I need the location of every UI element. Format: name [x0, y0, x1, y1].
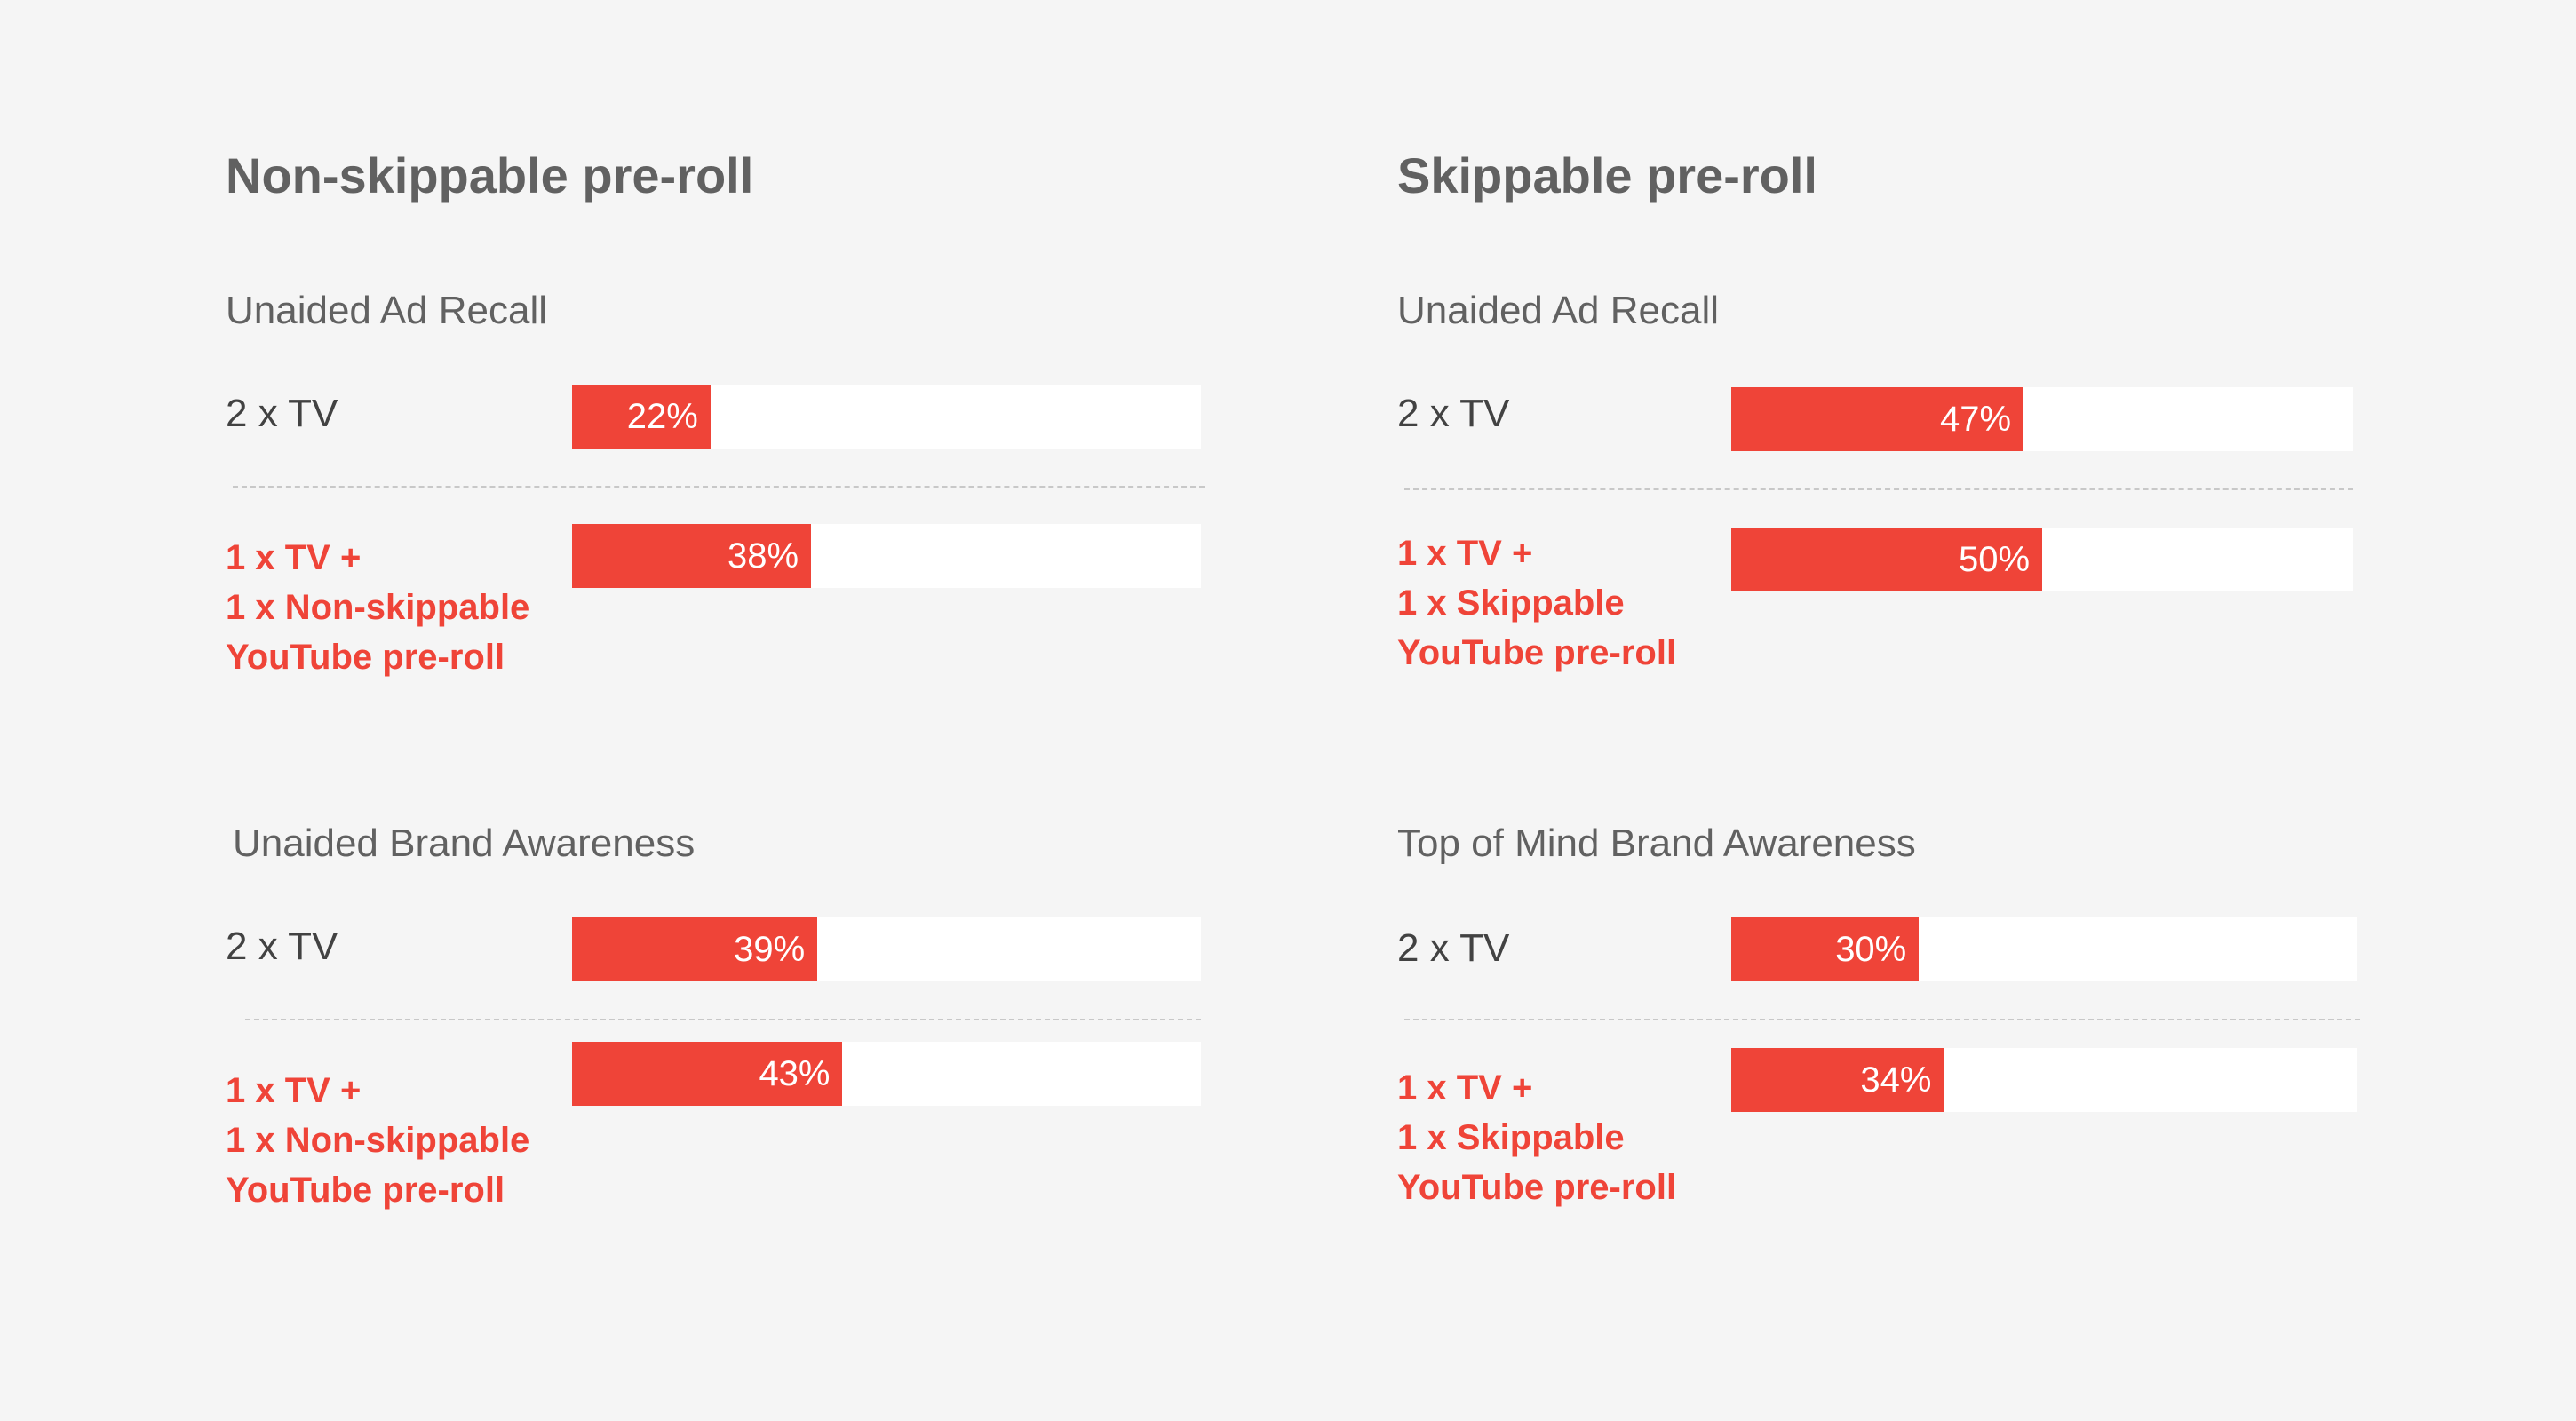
category-label-combo: 1 x TV + 1 x Non-skippable YouTube pre-r… [226, 533, 529, 682]
chart-unaided-brand-awareness: Unaided Brand Awareness 2 x TV 39% 1 x T… [226, 822, 1398, 1283]
bar-track-combo: 50% [1731, 528, 2353, 591]
data-label-combo: 34% [1860, 1060, 1932, 1099]
data-label-combo: 43% [759, 1054, 831, 1093]
chart-title: Top of Mind Brand Awareness [1397, 822, 1916, 865]
category-label-line: 1 x TV + [1397, 534, 1533, 573]
panel-non-skippable: Non-skippable pre-roll Unaided Ad Recall… [226, 0, 1398, 1421]
category-label-line: YouTube pre-roll [1397, 633, 1677, 672]
category-label-combo: 1 x TV + 1 x Skippable YouTube pre-roll [1397, 528, 1676, 678]
bar-track-base: 39% [572, 917, 1201, 981]
category-label-line: 1 x Non-skippable [226, 588, 530, 627]
bar-combo [572, 1042, 843, 1106]
category-label-line: 1 x Skippable [1397, 1118, 1625, 1157]
bar-track-combo: 34% [1731, 1048, 2357, 1112]
data-label-base: 30% [1835, 930, 1907, 969]
row-divider [245, 1019, 1201, 1020]
chart-title: Unaided Ad Recall [1397, 289, 1720, 332]
data-label-base: 39% [734, 930, 806, 969]
category-label-base: 2 x TV [226, 925, 338, 968]
bar-track-combo: 38% [572, 524, 1201, 588]
row-divider [1404, 488, 2353, 490]
row-divider [233, 486, 1205, 488]
category-label-base: 2 x TV [1397, 392, 1510, 435]
bar-base [572, 385, 711, 449]
chart-title: Unaided Ad Recall [226, 289, 548, 332]
chart-unaided-ad-recall: Unaided Ad Recall 2 x TV 22% 1 x TV + 1 … [226, 289, 1398, 750]
bar-base [572, 917, 818, 981]
category-label-line: YouTube pre-roll [1397, 1168, 1677, 1207]
bar-combo [1731, 1048, 1944, 1112]
bar-track-base: 30% [1731, 917, 2357, 981]
category-label-line: 1 x Skippable [1397, 583, 1625, 623]
chart-title: Unaided Brand Awareness [233, 822, 696, 865]
data-label-base: 22% [626, 397, 698, 436]
category-label-combo: 1 x TV + 1 x Skippable YouTube pre-roll [1397, 1063, 1676, 1212]
category-label-line: YouTube pre-roll [226, 638, 505, 677]
row-divider [1404, 1019, 2360, 1020]
chart-top-of-mind-brand-awareness: Top of Mind Brand Awareness 2 x TV 30% 1… [1397, 822, 2570, 1283]
category-label-combo: 1 x TV + 1 x Non-skippable YouTube pre-r… [226, 1066, 529, 1215]
bar-track-combo: 43% [572, 1042, 1201, 1106]
panel-title: Skippable pre-roll [1397, 147, 1817, 203]
data-label-base: 47% [1940, 400, 2012, 439]
category-label-base: 2 x TV [1397, 926, 1510, 970]
category-label-line: 1 x Non-skippable [226, 1121, 530, 1160]
panel-skippable: Skippable pre-roll Unaided Ad Recall 2 x… [1397, 0, 2570, 1421]
category-label-line: 1 x TV + [1397, 1068, 1533, 1107]
bar-track-base: 22% [572, 385, 1201, 449]
category-label-base: 2 x TV [226, 392, 338, 435]
chart-unaided-ad-recall: Unaided Ad Recall 2 x TV 47% 1 x TV + 1 … [1397, 289, 2570, 750]
bar-combo [1731, 528, 2042, 591]
panel-title: Non-skippable pre-roll [226, 147, 754, 203]
category-label-line: 1 x TV + [226, 1071, 362, 1110]
data-label-combo: 38% [727, 536, 799, 576]
bar-base [1731, 387, 2023, 451]
bar-combo [572, 524, 812, 588]
category-label-line: 1 x TV + [226, 538, 362, 577]
data-label-combo: 50% [1959, 540, 2031, 579]
bar-base [1731, 917, 1920, 981]
category-label-line: YouTube pre-roll [226, 1171, 505, 1210]
bar-track-base: 47% [1731, 387, 2353, 451]
